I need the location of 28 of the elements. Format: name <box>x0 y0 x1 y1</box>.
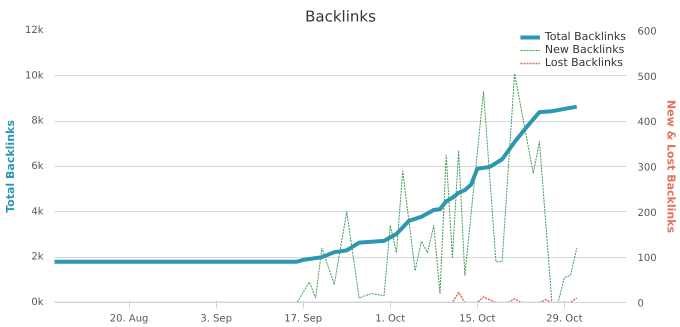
y2-axis-title: New & Lost Backlinks <box>664 100 678 234</box>
x-tick-label: 15. Oct <box>459 314 496 324</box>
chart-title: Backlinks <box>305 8 376 26</box>
x-tick-label: 20. Aug <box>110 314 148 324</box>
x-tick-label: 1. Oct <box>375 314 406 324</box>
y2-tick-label: 0 <box>638 298 644 310</box>
y2-tick-label: 100 <box>638 253 657 264</box>
y-tick-label: 8k <box>31 116 44 127</box>
x-tick-label: 29. Oct <box>546 314 583 324</box>
line-series <box>54 104 579 264</box>
x-tick-label: 17. Sep <box>284 314 322 324</box>
y-tick-label: 4k <box>31 206 44 218</box>
x-tick-label: 3. Sep <box>200 314 232 324</box>
legend-label: Lost Backlinks <box>544 56 624 69</box>
y-tick-label: 2k <box>31 252 44 263</box>
y-tick-label: 12k <box>24 25 44 36</box>
y2-tick-label: 200 <box>638 208 657 219</box>
y2-tick-label: 600 <box>638 26 657 38</box>
legend-label: Total Backlinks <box>544 30 626 43</box>
y-tick-label: 0k <box>31 297 44 308</box>
legend-label: New Backlinks <box>544 43 624 56</box>
y-tick-label: 10k <box>24 70 44 82</box>
y2-tick-label: 400 <box>638 117 657 128</box>
y-tick-label: 6k <box>31 161 44 172</box>
y2-tick-label: 300 <box>638 162 657 174</box>
y2-tick-label: 500 <box>638 72 657 83</box>
line-series <box>54 292 578 302</box>
y-axis-title: Total Backlinks <box>4 120 17 213</box>
